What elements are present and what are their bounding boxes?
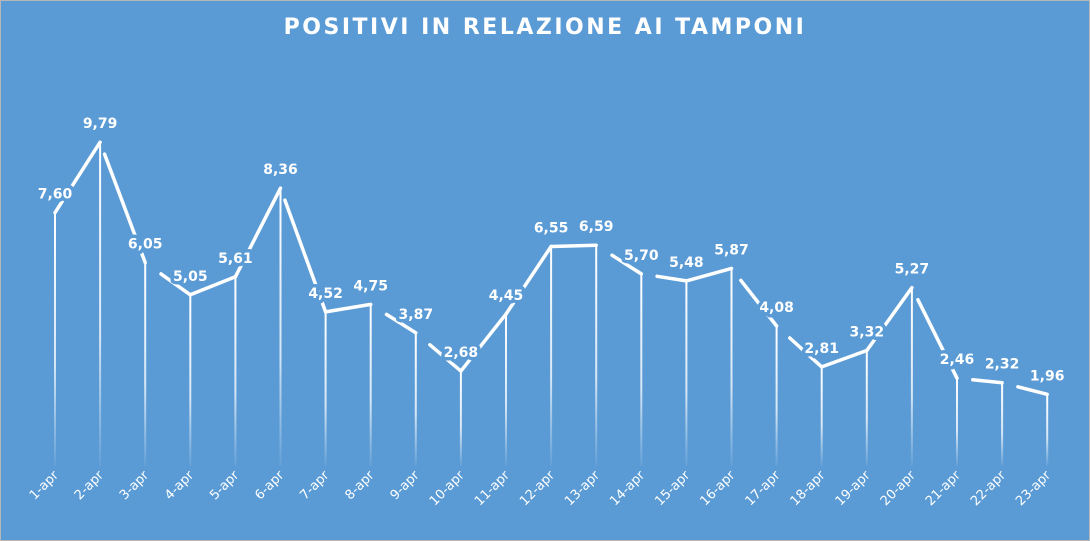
line-segment-21-apr-22-apr xyxy=(971,378,1004,385)
data-label-23-apr: 1,96 xyxy=(1030,368,1065,384)
tick-label-21-apr: 21-apr xyxy=(923,468,964,509)
line-segment-9-apr-10-apr xyxy=(428,343,463,373)
line-segment-2-apr-3-apr xyxy=(102,152,147,265)
data-label-4-apr: 5,05 xyxy=(173,269,208,285)
tick-label-6-apr: 6-apr xyxy=(252,468,287,503)
data-label-8-apr: 4,75 xyxy=(353,278,388,294)
tick-label-19-apr: 19-apr xyxy=(833,468,874,509)
tick-label-18-apr: 18-apr xyxy=(788,468,829,509)
data-label-7-apr: 4,52 xyxy=(308,286,343,302)
tick-label-17-apr: 17-apr xyxy=(743,468,784,509)
data-label-9-apr: 3,87 xyxy=(399,307,434,323)
tick-label-9-apr: 9-apr xyxy=(388,468,423,503)
tick-label-20-apr: 20-apr xyxy=(878,468,919,509)
drop-line-6-apr xyxy=(279,188,282,466)
drop-line-5-apr xyxy=(234,276,237,466)
data-label-6-apr: 8,36 xyxy=(263,162,298,178)
data-label-3-apr: 6,05 xyxy=(128,237,163,253)
data-label-14-apr: 5,70 xyxy=(624,248,659,264)
tick-label-23-apr: 23-apr xyxy=(1013,468,1054,509)
data-label-19-apr: 3,32 xyxy=(850,324,885,340)
tick-label-11-apr: 11-apr xyxy=(472,468,513,509)
data-label-22-apr: 2,32 xyxy=(985,357,1020,373)
data-labels: 7,60 9,79 6,05 5,05 5,61 8,36 4,52 4,75 3,87 2,68… xyxy=(34,113,1068,388)
tick-label-4-apr: 4-apr xyxy=(162,468,197,503)
tick-label-16-apr: 16-apr xyxy=(697,468,738,509)
drop-line-1-apr xyxy=(54,212,56,466)
data-label-5-apr: 5,61 xyxy=(218,251,253,267)
tick-label-15-apr: 15-apr xyxy=(652,468,693,509)
drop-line-22-apr xyxy=(1001,382,1004,466)
tick-label-5-apr: 5-apr xyxy=(207,468,242,503)
drop-line-8-apr xyxy=(369,304,372,466)
tick-label-10-apr: 10-apr xyxy=(427,468,468,509)
data-label-17-apr: 4,08 xyxy=(759,300,794,316)
drop-line-11-apr xyxy=(505,314,507,466)
line-segment-5-apr-6-apr xyxy=(233,186,283,279)
line-segment-7-apr-8-apr xyxy=(323,302,373,314)
line-segment-16-apr-17-apr xyxy=(739,278,779,328)
line-segment-6-apr-7-apr xyxy=(283,198,328,314)
drop-lines xyxy=(54,142,1049,467)
drop-line-10-apr xyxy=(459,371,462,466)
line-segment-14-apr-15-apr xyxy=(655,274,689,283)
drop-line-3-apr xyxy=(144,262,147,466)
data-label-12-apr: 6,55 xyxy=(534,220,569,236)
line-segment-19-apr-20-apr xyxy=(865,285,914,353)
line-segment-17-apr-18-apr xyxy=(788,336,824,369)
line-segment-22-apr-23-apr xyxy=(1016,385,1049,397)
tick-label-13-apr: 13-apr xyxy=(562,468,603,509)
data-label-13-apr: 6,59 xyxy=(579,219,614,235)
data-label-1-apr: 7,60 xyxy=(38,187,73,203)
drop-line-13-apr xyxy=(595,245,598,466)
data-label-10-apr: 2,68 xyxy=(444,345,479,361)
line-segment-3-apr-4-apr xyxy=(159,272,193,297)
line-segment-10-apr-11-apr xyxy=(459,312,508,373)
drop-line-19-apr xyxy=(865,350,868,466)
tick-label-1-apr: 1-apr xyxy=(27,468,62,503)
drop-line-21-apr xyxy=(956,378,958,466)
line-segment-11-apr-12-apr xyxy=(504,244,553,316)
tick-label-2-apr: 2-apr xyxy=(72,468,107,503)
series-line xyxy=(53,140,1049,397)
drop-line-15-apr xyxy=(685,280,688,466)
tick-label-8-apr: 8-apr xyxy=(343,468,378,503)
data-label-16-apr: 5,87 xyxy=(714,242,749,258)
tick-label-3-apr: 3-apr xyxy=(117,468,152,503)
drop-line-23-apr xyxy=(1046,394,1049,466)
data-label-21-apr: 2,46 xyxy=(940,352,975,368)
data-label-11-apr: 4,45 xyxy=(489,288,524,304)
drop-line-14-apr xyxy=(640,273,643,466)
line-segment-12-apr-13-apr xyxy=(549,243,598,249)
drop-line-17-apr xyxy=(775,326,778,466)
data-label-20-apr: 5,27 xyxy=(895,262,930,278)
drop-line-12-apr xyxy=(550,246,553,466)
drop-line-9-apr xyxy=(414,332,417,466)
drop-line-18-apr xyxy=(820,366,823,466)
tick-label-7-apr: 7-apr xyxy=(297,468,332,503)
data-label-15-apr: 5,48 xyxy=(669,255,704,271)
line-segment-18-apr-19-apr xyxy=(819,348,869,369)
drop-line-7-apr xyxy=(324,311,327,466)
line-segment-8-apr-9-apr xyxy=(384,312,418,335)
line-segment-15-apr-16-apr xyxy=(684,266,734,283)
line-segment-4-apr-5-apr xyxy=(188,275,238,297)
tick-label-12-apr: 12-apr xyxy=(517,468,558,509)
x-axis-tick-labels: 1-apr 2-apr 3-apr 4-apr 5-apr 6-apr 7-apr 8-apr… xyxy=(27,468,1055,509)
line-segment-1-apr-2-apr xyxy=(53,140,102,215)
drop-line-4-apr xyxy=(189,294,192,466)
tick-label-22-apr: 22-apr xyxy=(968,468,1009,509)
chart-title: POSITIVI IN RELAZIONE AI TAMPONI xyxy=(283,15,807,40)
line-segment-20-apr-21-apr xyxy=(916,297,959,380)
drop-line-20-apr xyxy=(910,287,913,466)
data-label-2-apr: 9,79 xyxy=(83,116,118,132)
tick-label-14-apr: 14-apr xyxy=(607,468,648,509)
line-segment-13-apr-14-apr xyxy=(610,253,644,276)
drop-line-2-apr xyxy=(99,142,102,467)
drop-line-16-apr xyxy=(730,268,733,466)
data-label-18-apr: 2,81 xyxy=(804,341,839,357)
